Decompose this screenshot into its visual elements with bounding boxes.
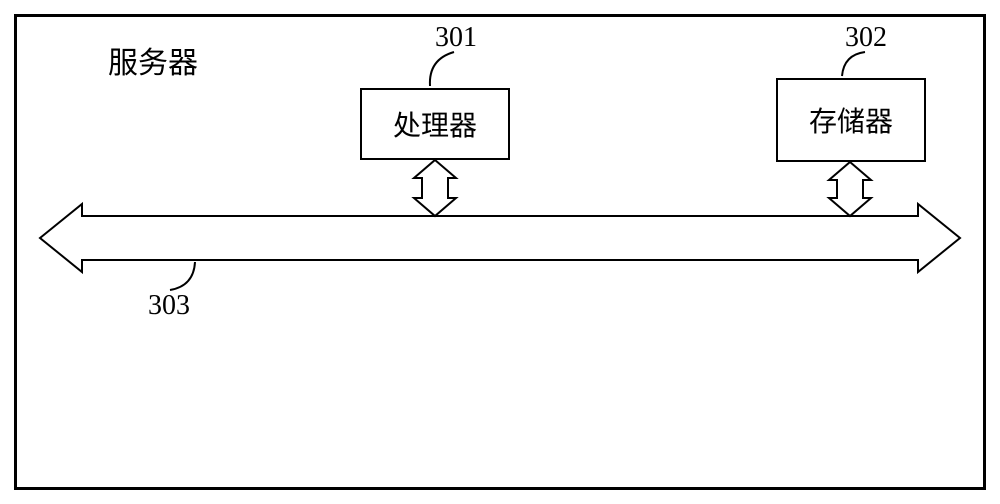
svg-layer [0,0,1000,504]
diagram-container: 服务器 处理器 301 存储器 302 总线 303 [0,0,1000,504]
